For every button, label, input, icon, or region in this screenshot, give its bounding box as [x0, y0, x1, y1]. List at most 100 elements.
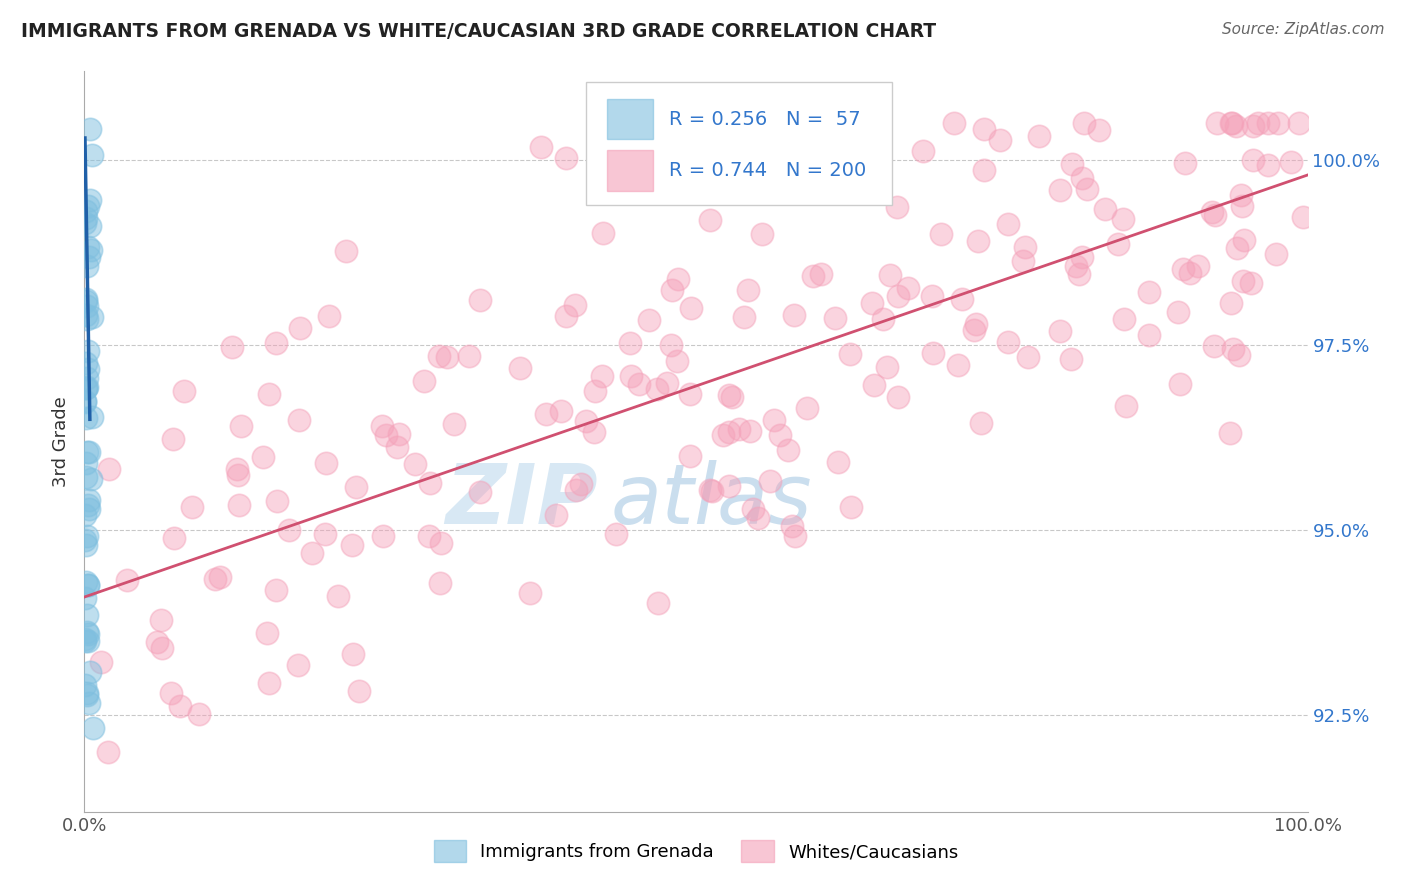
- Point: [79, 243, 101, 257]
- Point: [75, 211, 97, 225]
- Point: [1288, 116, 1310, 130]
- Point: [575, 413, 598, 427]
- Point: [1257, 158, 1279, 172]
- Point: [679, 387, 702, 401]
- Point: [733, 310, 755, 324]
- Point: [872, 312, 894, 326]
- Point: [1115, 399, 1137, 413]
- Point: [747, 511, 769, 525]
- Point: [76, 381, 98, 395]
- Point: [912, 144, 935, 158]
- Point: [257, 387, 280, 401]
- Point: [288, 413, 311, 427]
- Point: [1094, 202, 1116, 216]
- Point: [742, 501, 765, 516]
- Point: [328, 589, 350, 603]
- Point: [76, 625, 98, 640]
- Point: [75, 470, 97, 484]
- Point: [318, 309, 340, 323]
- Point: [226, 468, 249, 483]
- Point: [429, 575, 451, 590]
- Y-axis label: 3rd Grade: 3rd Grade: [52, 396, 70, 487]
- Point: [1187, 259, 1209, 273]
- Point: [79, 665, 101, 679]
- Point: [922, 346, 945, 360]
- Point: [1060, 351, 1083, 366]
- Point: [371, 529, 394, 543]
- Point: [1028, 128, 1050, 143]
- Point: [335, 244, 357, 259]
- Point: [419, 476, 441, 491]
- Point: [266, 494, 288, 508]
- Point: [226, 461, 249, 475]
- Point: [77, 634, 100, 648]
- Text: atlas: atlas: [610, 460, 813, 541]
- Point: [876, 359, 898, 374]
- Point: [79, 219, 101, 233]
- Point: [264, 582, 287, 597]
- Point: [75, 381, 97, 395]
- Point: [1067, 267, 1090, 281]
- Point: [554, 151, 576, 165]
- Point: [738, 424, 761, 438]
- Point: [160, 685, 183, 699]
- Point: [591, 369, 613, 384]
- Point: [375, 428, 398, 442]
- Point: [77, 445, 100, 459]
- Point: [76, 371, 98, 385]
- Point: [973, 162, 995, 177]
- Point: [564, 298, 586, 312]
- Point: [863, 378, 886, 392]
- Point: [699, 212, 721, 227]
- Point: [76, 608, 98, 623]
- Point: [77, 696, 100, 710]
- Point: [288, 321, 311, 335]
- Point: [534, 408, 557, 422]
- Point: [751, 227, 773, 242]
- Point: [277, 523, 299, 537]
- FancyBboxPatch shape: [586, 82, 891, 204]
- Point: [737, 283, 759, 297]
- Point: [1173, 262, 1195, 277]
- Point: [468, 484, 491, 499]
- Point: [1230, 198, 1253, 212]
- Point: [76, 259, 98, 273]
- Point: [1267, 116, 1289, 130]
- Point: [769, 428, 792, 442]
- Point: [75, 575, 97, 590]
- Point: [1168, 377, 1191, 392]
- Point: [75, 292, 97, 306]
- Point: [76, 445, 98, 459]
- Point: [946, 358, 969, 372]
- Point: [412, 374, 434, 388]
- Point: [77, 362, 100, 376]
- Point: [150, 641, 173, 656]
- Point: [1233, 233, 1256, 247]
- Point: [929, 227, 952, 241]
- Point: [1174, 156, 1197, 170]
- Point: [77, 577, 100, 591]
- Point: [1279, 154, 1302, 169]
- Point: [1076, 182, 1098, 196]
- Point: [77, 198, 100, 212]
- Point: [583, 384, 606, 398]
- Point: [1114, 312, 1136, 326]
- Point: [530, 140, 553, 154]
- Point: [404, 458, 426, 472]
- Point: [555, 309, 578, 323]
- Point: [76, 312, 98, 326]
- Point: [162, 432, 184, 446]
- Point: [73, 216, 96, 230]
- Point: [188, 706, 211, 721]
- Point: [97, 746, 120, 760]
- Point: [76, 498, 98, 512]
- Point: [1049, 183, 1071, 197]
- Point: [1201, 205, 1223, 219]
- Point: [1232, 274, 1254, 288]
- Point: [76, 688, 98, 702]
- Point: [1240, 277, 1263, 291]
- Point: [783, 308, 806, 322]
- Point: [259, 675, 281, 690]
- Point: [146, 634, 169, 648]
- Point: [79, 493, 101, 508]
